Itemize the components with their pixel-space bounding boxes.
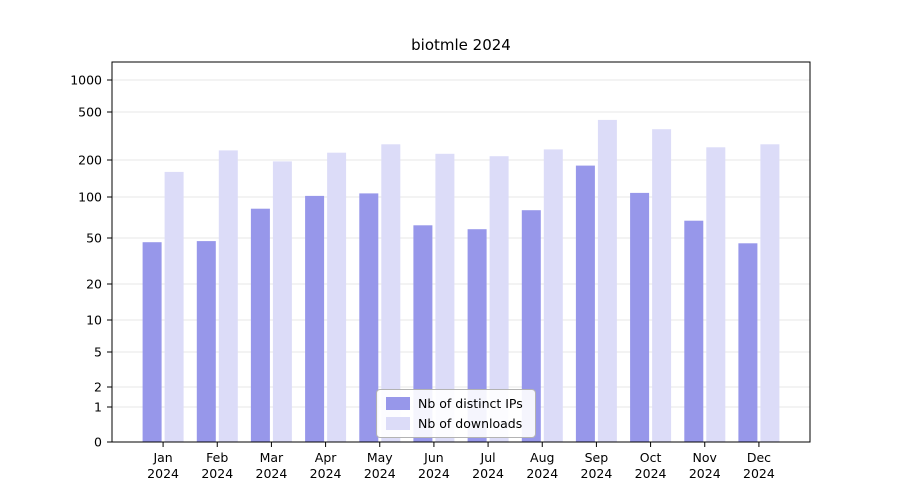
x-tick-label-month: Oct <box>640 450 662 465</box>
bar-downloads-sep <box>597 119 617 443</box>
x-tick-label-month: Aug <box>530 450 554 465</box>
y-tick-label: 1 <box>94 400 102 415</box>
legend-label-distinct-ips: Nb of distinct IPs <box>418 396 523 411</box>
bar-downloads-aug <box>543 149 563 442</box>
bar-distinct-ips-apr <box>305 195 325 442</box>
y-tick-label: 10 <box>86 313 102 328</box>
bar-downloads-apr <box>327 152 347 442</box>
x-tick-label-year: 2024 <box>689 466 721 481</box>
x-tick-label-month: Mar <box>260 450 284 465</box>
bar-distinct-ips-feb <box>196 241 216 442</box>
bar-downloads-may <box>381 144 401 443</box>
bar-downloads-jul <box>489 156 509 442</box>
bar-distinct-ips-jan <box>142 242 162 442</box>
legend-item-distinct-ips: Nb of distinct IPs <box>386 396 523 411</box>
x-tick-label-year: 2024 <box>743 466 775 481</box>
x-tick-label-month: Apr <box>315 450 337 465</box>
bar-distinct-ips-jul <box>467 229 487 442</box>
bar-downloads-jan <box>164 171 184 442</box>
x-tick-label-year: 2024 <box>418 466 450 481</box>
x-tick-label-month: Nov <box>693 450 718 465</box>
y-tick-label: 200 <box>78 153 102 168</box>
x-tick-label-year: 2024 <box>201 466 233 481</box>
x-tick-label-year: 2024 <box>526 466 558 481</box>
x-tick-label-year: 2024 <box>364 466 396 481</box>
bar-distinct-ips-jun <box>413 225 433 442</box>
x-tick-label-year: 2024 <box>635 466 667 481</box>
plot-border <box>111 61 811 443</box>
legend-item-downloads: Nb of downloads <box>386 416 523 431</box>
bar-downloads-nov <box>706 147 726 443</box>
x-tick-label-year: 2024 <box>147 466 179 481</box>
legend-label-downloads: Nb of downloads <box>418 416 523 431</box>
chart-title: biotmle 2024 <box>411 36 511 54</box>
bar-distinct-ips-oct <box>630 192 650 442</box>
bar-downloads-mar <box>272 161 292 442</box>
bar-downloads-jun <box>435 153 455 443</box>
bar-distinct-ips-aug <box>521 210 541 442</box>
y-tick-label: 100 <box>78 190 102 205</box>
y-tick-label: 0 <box>94 435 102 450</box>
y-tick-label: 500 <box>78 105 102 120</box>
x-tick-label-year: 2024 <box>310 466 342 481</box>
x-tick-label-month: Jun <box>423 450 444 465</box>
legend-swatch-downloads <box>386 417 410 430</box>
bar-distinct-ips-dec <box>738 243 758 442</box>
x-tick-label-month: Jan <box>152 450 172 465</box>
legend: Nb of distinct IPs Nb of downloads <box>376 389 536 438</box>
x-tick-label-month: Dec <box>747 450 771 465</box>
y-tick-label: 20 <box>86 277 102 292</box>
y-tick-label: 1000 <box>70 73 102 88</box>
bar-distinct-ips-sep <box>575 165 595 442</box>
x-tick-label-month: Sep <box>585 450 609 465</box>
x-tick-label-month: May <box>367 450 393 465</box>
x-tick-label-year: 2024 <box>581 466 613 481</box>
bar-distinct-ips-may <box>359 193 379 442</box>
bar-distinct-ips-mar <box>250 208 270 442</box>
bar-downloads-oct <box>652 129 672 442</box>
bar-downloads-dec <box>760 144 780 443</box>
y-tick-label: 50 <box>86 231 102 246</box>
x-tick-label-month: Jul <box>480 450 496 465</box>
bar-downloads-feb <box>218 150 238 442</box>
legend-swatch-distinct-ips <box>386 397 410 410</box>
y-tick-label: 2 <box>94 380 102 395</box>
x-tick-label-year: 2024 <box>256 466 288 481</box>
x-tick-label-month: Feb <box>206 450 228 465</box>
y-tick-label: 5 <box>94 345 102 360</box>
x-tick-label-year: 2024 <box>472 466 504 481</box>
bar-distinct-ips-nov <box>684 220 704 442</box>
